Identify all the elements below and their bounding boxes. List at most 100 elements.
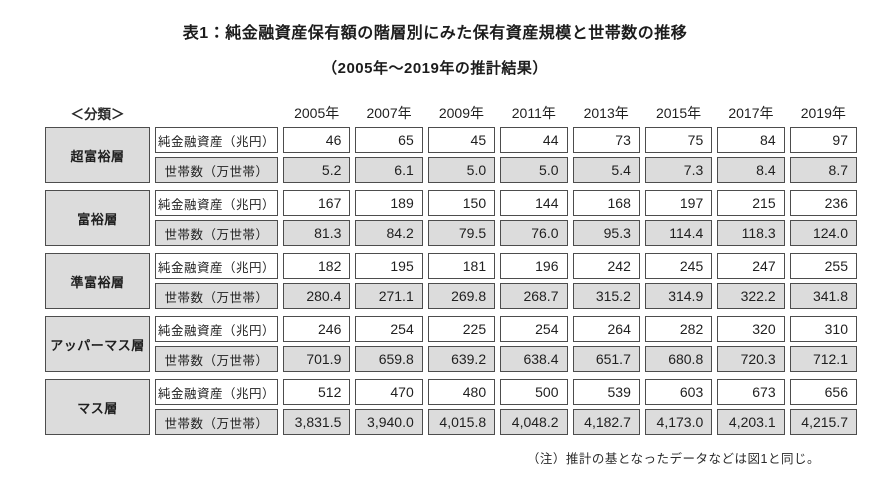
assets-value: 73: [572, 127, 640, 153]
households-value: 79.5: [427, 220, 496, 246]
households-value: 341.8: [789, 283, 857, 309]
assets-value: 75: [644, 127, 713, 153]
households-value: 6.1: [355, 157, 423, 183]
row-label-assets: 純金融資産（兆円）: [155, 127, 278, 153]
year-header: 2009年: [438, 104, 485, 121]
households-value: 720.3: [717, 346, 785, 372]
table-title: 表1：純金融資産保有額の階層別にみた保有資産規模と世帯数の推移: [182, 25, 688, 42]
households-value: 8.7: [789, 157, 857, 183]
households-value: 314.9: [644, 283, 713, 309]
assets-value: 236: [789, 190, 857, 216]
assets-value: 144: [500, 190, 568, 216]
year-header: 2011年: [511, 104, 556, 121]
assets-value: 264: [572, 316, 640, 342]
classification-header: ＜分類＞: [70, 106, 125, 122]
households-value: 280.4: [283, 283, 351, 309]
assets-value: 195: [355, 253, 423, 279]
households-value: 84.2: [355, 220, 423, 246]
category-group: マス層 純金融資産（兆円） 512 470 480 500 539 603 673 656 世帯数（…: [45, 379, 857, 435]
assets-value: 539: [572, 379, 640, 405]
households-value: 271.1: [355, 283, 423, 309]
category-group: 超富裕層 純金融資産（兆円） 46 65 45 44 73 75 84 97 世帯数（万世帯） 5.2…: [45, 127, 857, 183]
row-label-households: 世帯数（万世帯）: [155, 346, 278, 372]
year-header: 2015年: [655, 104, 702, 121]
assets-value: 480: [427, 379, 496, 405]
assets-value: 97: [789, 127, 857, 153]
assets-value: 181: [427, 253, 496, 279]
table-body: 超富裕層 純金融資産（兆円） 46 65 45 44 73 75 84 97 世帯数（万世帯） 5.2…: [45, 127, 857, 435]
households-value: 3,831.5: [283, 409, 351, 435]
assets-value: 84: [717, 127, 785, 153]
category-label: 準富裕層: [45, 253, 150, 309]
wealth-tier-table: ＜分類＞ 2005年 2007年 2009年 2011年 2013年 2015年 2017年…: [45, 101, 857, 442]
assets-value: 215: [717, 190, 785, 216]
assets-value: 150: [427, 190, 496, 216]
households-value: 5.0: [500, 157, 568, 183]
assets-value: 197: [644, 190, 713, 216]
assets-value: 225: [427, 316, 496, 342]
households-value: 322.2: [717, 283, 785, 309]
row-label-households: 世帯数（万世帯）: [155, 283, 278, 309]
assets-value: 45: [427, 127, 496, 153]
year-header: 2005年: [294, 104, 340, 121]
year-header: 2017年: [728, 104, 774, 121]
households-value: 268.7: [500, 283, 568, 309]
assets-value: 168: [572, 190, 640, 216]
assets-value: 512: [283, 379, 351, 405]
assets-value: 320: [717, 316, 785, 342]
households-value: 680.8: [644, 346, 713, 372]
households-value: 95.3: [572, 220, 640, 246]
assets-value: 167: [283, 190, 351, 216]
category-label: アッパーマス層: [45, 316, 150, 372]
category-group: アッパーマス層 純金融資産（兆円） 246 254 225 254 264 282 320 310…: [45, 316, 857, 372]
households-value: 4,182.7: [572, 409, 640, 435]
category-label: 富裕層: [45, 190, 150, 246]
households-value: 4,203.1: [717, 409, 785, 435]
category-group: 準富裕層 純金融資産（兆円） 182 195 181 196 242 245 247 255 世帯数…: [45, 253, 857, 309]
footnote: （注）推計の基となったデータなどは図1と同じ。: [526, 452, 820, 466]
households-value: 8.4: [717, 157, 785, 183]
category-label: 超富裕層: [45, 127, 150, 183]
households-value: 4,048.2: [500, 409, 568, 435]
households-value: 3,940.0: [355, 409, 423, 435]
households-value: 5.2: [283, 157, 351, 183]
assets-value: 182: [283, 253, 351, 279]
assets-value: 310: [789, 316, 857, 342]
households-value: 639.2: [427, 346, 496, 372]
category-label: マス層: [45, 379, 150, 435]
assets-value: 254: [500, 316, 568, 342]
row-label-assets: 純金融資産（兆円）: [155, 316, 278, 342]
assets-value: 46: [283, 127, 351, 153]
assets-value: 65: [355, 127, 423, 153]
households-value: 4,015.8: [427, 409, 496, 435]
households-value: 638.4: [500, 346, 568, 372]
assets-value: 673: [717, 379, 785, 405]
households-value: 118.3: [717, 220, 785, 246]
category-group: 富裕層 純金融資産（兆円） 167 189 150 144 168 197 215 236 世帯数（…: [45, 190, 857, 246]
assets-value: 603: [644, 379, 713, 405]
households-value: 5.0: [427, 157, 496, 183]
assets-value: 254: [355, 316, 423, 342]
row-label-assets: 純金融資産（兆円）: [155, 379, 278, 405]
assets-value: 44: [500, 127, 568, 153]
year-header: 2007年: [366, 104, 412, 121]
households-value: 114.4: [644, 220, 713, 246]
year-header-row: ＜分類＞ 2005年 2007年 2009年 2011年 2013年 2015年 2017年…: [45, 101, 857, 124]
assets-value: 196: [500, 253, 568, 279]
assets-value: 245: [644, 253, 713, 279]
assets-value: 242: [572, 253, 640, 279]
assets-value: 247: [717, 253, 785, 279]
table-subtitle: （2005年～2019年の推計結果）: [322, 60, 548, 77]
households-value: 315.2: [572, 283, 640, 309]
households-value: 5.4: [572, 157, 640, 183]
row-label-households: 世帯数（万世帯）: [155, 157, 278, 183]
households-value: 269.8: [427, 283, 496, 309]
households-value: 76.0: [500, 220, 568, 246]
households-value: 712.1: [789, 346, 857, 372]
households-value: 659.8: [355, 346, 423, 372]
year-header: 2013年: [583, 104, 629, 121]
year-header: 2019年: [800, 104, 846, 121]
households-value: 4,215.7: [789, 409, 857, 435]
assets-value: 470: [355, 379, 423, 405]
